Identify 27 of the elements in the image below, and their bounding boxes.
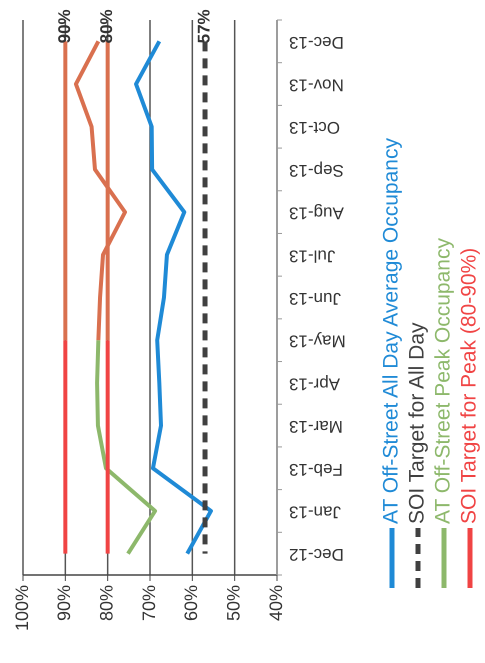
- y-tick-label: Feb-13: [289, 460, 343, 479]
- y-tick-label: Aug-13: [289, 204, 344, 223]
- text: AT Off-Street Peak Occupancy: [432, 238, 455, 524]
- text: AT Off-Street All Day Average Occupancy: [380, 138, 403, 524]
- y-tick-label: Dec-13: [289, 32, 344, 52]
- x-tick-label: 50%: [223, 585, 244, 622]
- data-label: 80%: [97, 9, 116, 44]
- data-label: 90%: [54, 9, 74, 44]
- y-tick-label: Oct-13: [289, 118, 340, 138]
- x-tick-label: 90%: [54, 585, 74, 622]
- text: SOI Target for All Day: [406, 322, 429, 524]
- y-tick-label: Jan-13: [289, 502, 341, 522]
- data-label: 57%: [194, 9, 214, 44]
- y-tick-label: Sep-13: [289, 160, 344, 180]
- y-tick-label: May-13: [289, 332, 346, 351]
- x-tick-label: 70%: [138, 585, 159, 622]
- x-tick-label: 40%: [266, 585, 286, 622]
- x-tick-label: 80%: [96, 585, 116, 622]
- x-tick-label: 60%: [181, 585, 202, 622]
- y-tick-label: Apr-13: [289, 374, 340, 394]
- y-tick-label: Dec-12: [289, 545, 344, 564]
- y-tick-label: Nov-13: [289, 76, 344, 95]
- x-tick-label: 100%: [12, 585, 32, 632]
- y-tick-label: Mar-13: [289, 417, 343, 436]
- text: SOI Target for Peak (80-90%): [458, 248, 481, 524]
- y-tick-label: Jun-13: [289, 289, 341, 308]
- y-tick-label: Jul-13: [289, 246, 336, 266]
